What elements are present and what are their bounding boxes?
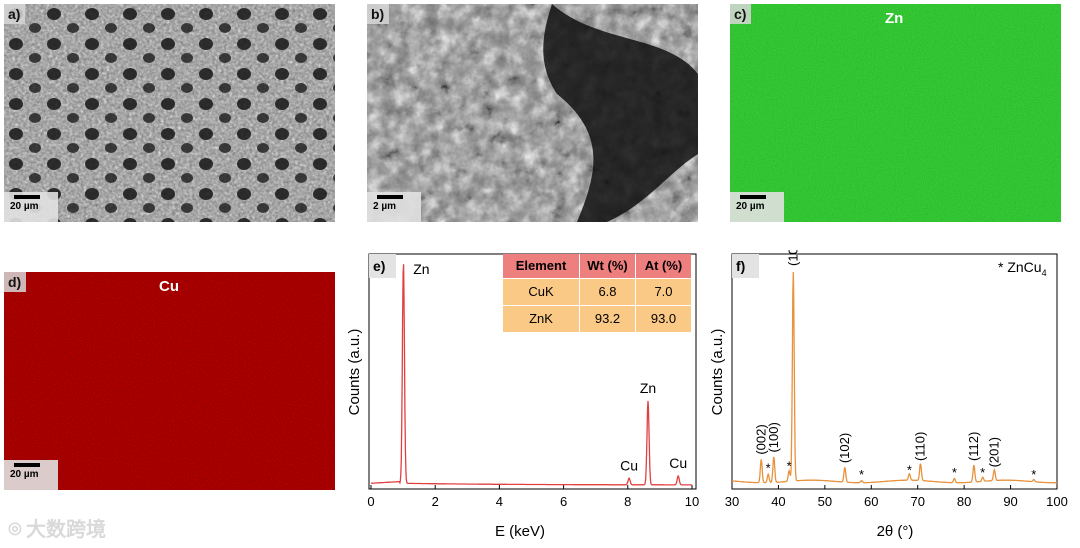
star-marker: * [952,465,957,480]
peak-label: (110) [913,432,928,461]
scale-bar-a: 20 µm [4,192,58,222]
table-row: CuK 6.8 7.0 [503,278,691,305]
map-element-zn: Zn [885,10,904,27]
xrd-chart: f) * ZnCu4 2θ (°) Counts (a.u.) 30 40 50 60… [709,250,1068,540]
panel-c-zn-map: c) Zn 20 µm [730,4,1061,222]
panel-label-e: e) [373,258,385,274]
x-tick-label: 50 [818,494,832,509]
scale-bar-c: 20 µm [730,192,784,222]
x-tick-label: 2 [432,494,439,509]
x-tick-label: 4 [496,494,503,509]
x-tick-label: 60 [864,494,878,509]
x-tick-label: 10 [685,494,699,509]
sem-image-b [367,4,698,222]
panel-f-xrd-pattern: f) * ZnCu4 2θ (°) Counts (a.u.) 30 40 50 60… [703,250,1078,546]
table-cell: 93.2 [580,306,636,332]
zn-map-image [730,4,1061,222]
peak-label: (101) [785,250,800,266]
legend-subscript: 4 [1042,268,1047,278]
scale-bar-d: 20 µm [4,460,58,490]
x-tick-label: 0 [367,494,374,509]
x-tick-label: 70 [910,494,924,509]
peak-label: Cu [620,457,638,473]
table-row: ZnK 93.2 93.0 [503,305,691,332]
x-tick-label: 90 [1003,494,1017,509]
scale-bar-text: 20 µm [10,469,39,480]
table-header-cell: Element [503,254,580,278]
y-axis-label: Counts (a.u.) [709,329,726,416]
panel-label-f: f) [736,258,745,274]
x-tick-label: 8 [624,494,631,509]
table-cell: 6.8 [580,279,636,305]
peak-label: Zn [640,380,656,396]
watermark-logo-icon: ◎ [8,519,22,537]
cu-map-image [4,272,335,490]
panel-label-c: c) [730,4,752,24]
peak-label: (002) [753,424,768,454]
table-cell: ZnK [503,306,580,332]
sem-image-a [4,4,335,222]
spectrum-line [371,264,692,486]
scale-bar-text: 20 µm [736,201,765,212]
x-tick-label: 100 [1046,494,1068,509]
star-marker: * [787,458,792,473]
peak-label: Cu [669,455,687,471]
plot-frame [731,253,1058,490]
eds-table: Element Wt (%) At (%) CuK 6.8 7.0 ZnK 93… [503,254,691,332]
y-axis-label: Counts (a.u.) [346,329,363,416]
scale-bar-line [377,195,403,199]
table-header-cell: At (%) [636,254,691,278]
x-axis-label: 2θ (°) [877,523,914,540]
panel-label-bg [369,254,396,278]
legend-text: * ZnCu [998,259,1042,275]
panel-a-sem-image: a) 20 µm [4,4,335,222]
peak-label: (102) [837,433,852,463]
peak-label: (100) [766,422,781,452]
x-tick-label: 40 [771,494,785,509]
x-tick-label: 30 [725,494,739,509]
star-marker: * [907,463,912,478]
scale-bar-text: 20 µm [10,201,39,212]
panel-e-eds-spectrum: e) E (keV) Counts (a.u.) 0 2 4 6 8 10 Zn Cu Zn Cu… [340,250,700,546]
panel-d-cu-map: d) Cu 20 µm [4,272,335,490]
panel-label-d: d) [4,272,27,292]
star-marker: * [980,465,985,480]
table-header-cell: Wt (%) [580,254,636,278]
map-element-cu: Cu [159,278,179,295]
peak-label: Zn [413,261,429,277]
eds-chart: e) E (keV) Counts (a.u.) 0 2 4 6 8 10 Zn Cu Zn Cu [346,253,699,540]
eds-table-header: Element Wt (%) At (%) [503,254,691,278]
star-marker: * [766,461,771,476]
star-marker: * [1031,467,1036,482]
scale-bar-line [14,463,40,467]
panel-label-b: b) [367,4,390,24]
panel-label-bg [732,254,759,278]
x-tick-label: 80 [957,494,971,509]
scale-bar-text: 2 µm [373,201,396,212]
x-tick-label: 6 [560,494,567,509]
scale-bar-line [14,195,40,199]
table-cell: CuK [503,279,580,305]
x-axis-label: E (keV) [495,523,545,540]
scale-bar-b: 2 µm [367,192,421,222]
watermark-text: 大数跨境 [25,519,106,541]
peak-label: (201) [986,437,1001,467]
peak-label: (112) [966,432,981,461]
scale-bar-line [740,195,766,199]
table-cell: 93.0 [636,306,691,332]
panel-label-a: a) [4,4,26,24]
table-cell: 7.0 [636,279,691,305]
legend-znc4: * ZnCu4 [998,259,1047,278]
star-marker: * [859,467,864,482]
panel-b-sem-image: b) 2 µm [367,4,698,222]
spectrum-line [731,271,1057,484]
watermark: ◎ 大数跨境 [8,513,106,542]
